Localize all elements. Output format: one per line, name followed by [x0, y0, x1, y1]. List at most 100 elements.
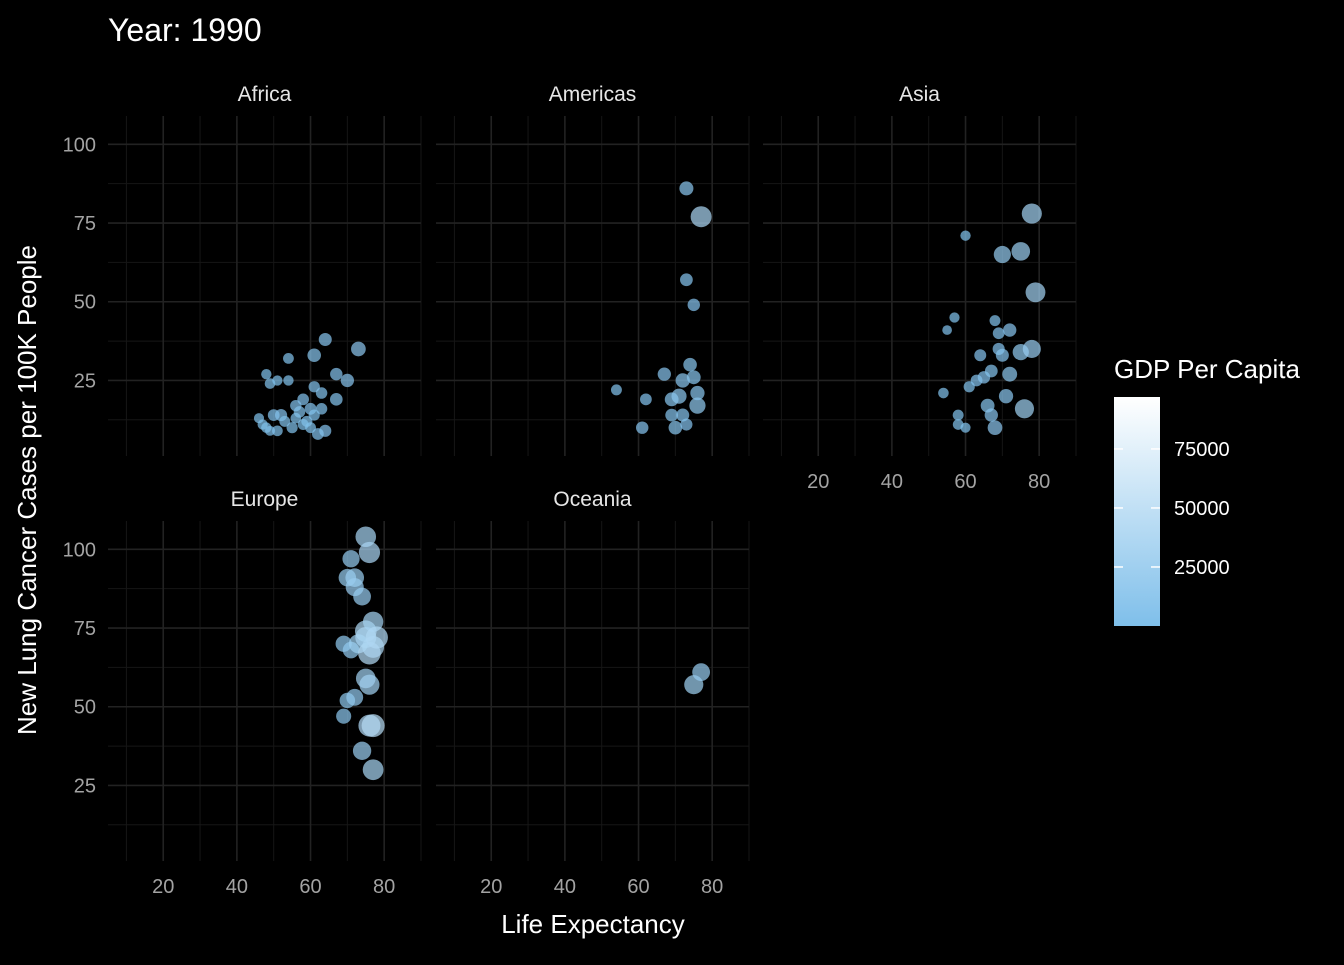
data-point: [272, 425, 283, 437]
data-point: [355, 526, 377, 548]
data-point: [318, 333, 332, 347]
data-point: [1014, 399, 1035, 419]
data-point: [308, 409, 320, 421]
data-point: [365, 626, 388, 649]
data-point: [336, 708, 352, 724]
data-point: [307, 348, 321, 363]
data-point: [995, 348, 1009, 362]
facet-panel: Africa 25 50 75 100: [63, 83, 422, 456]
facet-title: Africa: [238, 83, 292, 106]
data-point: [984, 364, 998, 378]
facets-layer: Africa 25 50 75 100 Americas Asia 20 40 60 80 Europ…: [63, 83, 1077, 898]
data-point: [330, 367, 343, 381]
facet-panel: Asia 20 40 60 80: [763, 83, 1077, 493]
data-point: [949, 312, 960, 323]
y-tick-label: 50: [74, 292, 96, 314]
data-point: [329, 393, 343, 406]
y-tick-label: 25: [74, 370, 96, 392]
data-point: [361, 714, 385, 738]
y-axis-label: New Lung Cancer Cases per 100K People: [12, 245, 42, 735]
legend-tick-label: 50000: [1174, 498, 1230, 520]
legend-title: GDP Per Capita: [1114, 354, 1300, 384]
data-point: [297, 393, 310, 406]
x-tick-label: 40: [881, 471, 903, 493]
data-point: [952, 409, 964, 421]
data-point: [359, 674, 380, 695]
facet-title: Oceania: [553, 488, 632, 511]
data-point: [272, 375, 283, 386]
data-point: [315, 403, 328, 415]
facet-panel: Oceania 20 40 60 80: [436, 488, 750, 898]
y-tick-label: 50: [74, 697, 96, 719]
data-point: [679, 181, 694, 196]
data-point: [293, 406, 306, 418]
x-tick-label: 40: [554, 876, 576, 898]
facet-title: Asia: [899, 83, 940, 106]
data-point: [680, 418, 693, 431]
x-tick-label: 20: [152, 876, 174, 898]
data-point: [686, 370, 701, 385]
data-point: [1011, 242, 1031, 261]
data-point: [690, 385, 705, 401]
data-point: [1025, 282, 1046, 303]
facet-panel: Americas: [436, 83, 750, 456]
data-point: [362, 759, 384, 781]
legend-colorbar: [1114, 397, 1160, 626]
data-point: [687, 298, 700, 312]
data-point: [665, 408, 679, 422]
data-point: [1002, 366, 1018, 382]
data-point: [283, 375, 294, 386]
data-point: [938, 387, 949, 399]
data-point: [610, 384, 622, 396]
y-tick-label: 100: [63, 539, 96, 561]
legend: GDP Per Capita 25000 50000 75000: [1114, 354, 1300, 626]
facet-title: Europe: [231, 488, 299, 511]
x-tick-label: 80: [373, 876, 395, 898]
data-point: [352, 741, 372, 760]
data-point: [346, 688, 364, 706]
data-point: [668, 420, 683, 435]
data-point: [657, 367, 671, 381]
data-point: [345, 568, 365, 587]
data-point: [261, 368, 272, 380]
x-tick-label: 60: [299, 876, 321, 898]
data-point: [987, 420, 1003, 436]
data-point: [265, 425, 276, 436]
data-point: [283, 353, 294, 364]
legend-tick-label: 75000: [1174, 439, 1230, 461]
data-point: [993, 245, 1011, 264]
data-point: [353, 587, 371, 606]
data-point: [671, 388, 687, 404]
x-axis-label: Life Expectancy: [501, 909, 685, 939]
data-point: [351, 341, 366, 357]
data-point: [683, 357, 697, 372]
data-point: [942, 325, 952, 335]
data-point: [340, 373, 355, 388]
data-point: [635, 421, 649, 434]
x-tick-label: 80: [1028, 471, 1050, 493]
data-point: [675, 373, 690, 388]
data-point: [989, 315, 1001, 327]
data-point: [974, 349, 987, 362]
data-point: [960, 230, 971, 241]
data-point: [690, 206, 712, 228]
data-point: [279, 415, 291, 427]
data-point: [692, 663, 711, 682]
x-tick-label: 60: [627, 876, 649, 898]
chart-title: Year: 1990: [108, 12, 262, 48]
y-tick-label: 75: [74, 618, 96, 640]
y-tick-label: 100: [63, 134, 96, 156]
data-point: [1003, 323, 1017, 337]
data-point: [960, 422, 971, 433]
data-point: [286, 422, 298, 434]
data-point: [342, 550, 360, 568]
x-tick-label: 60: [954, 471, 976, 493]
data-point: [680, 273, 693, 287]
data-point: [1022, 339, 1041, 358]
x-tick-label: 20: [807, 471, 829, 493]
x-tick-label: 40: [226, 876, 248, 898]
x-tick-label: 80: [701, 876, 723, 898]
data-point: [319, 424, 332, 437]
